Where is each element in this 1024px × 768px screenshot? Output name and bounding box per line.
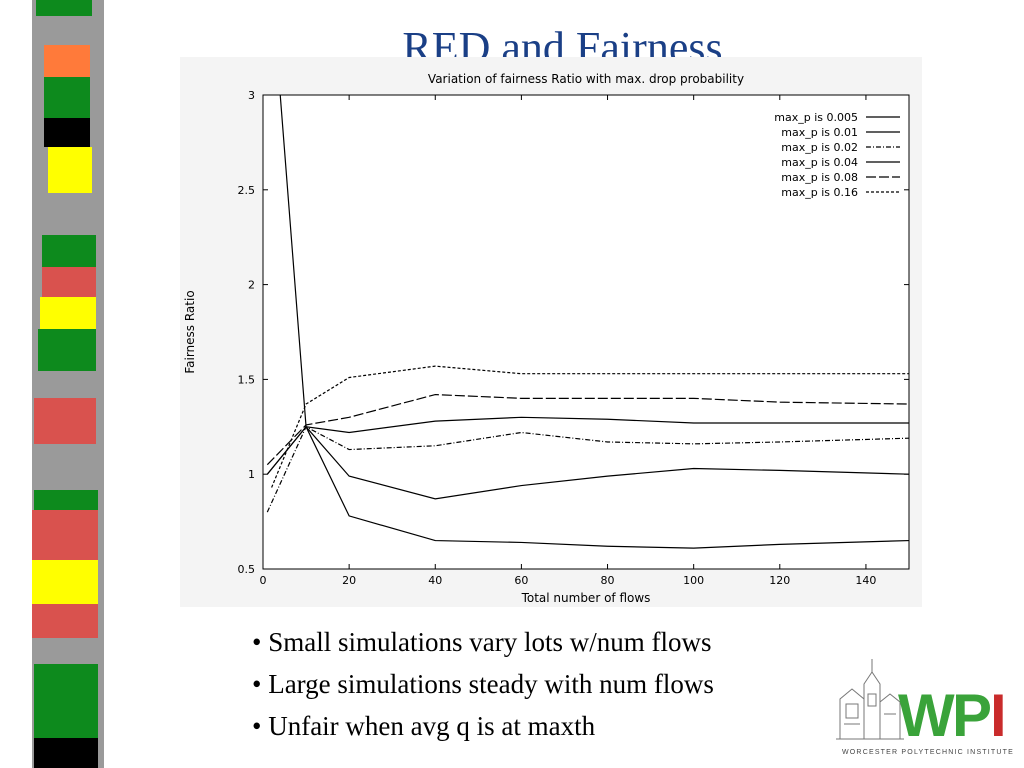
series-line bbox=[266, 393, 910, 466]
legend-label: max_p is 0.01 bbox=[781, 126, 858, 139]
series-line bbox=[266, 416, 909, 475]
bullet-list: Small simulations vary lots w/num flows … bbox=[252, 622, 714, 748]
bullet-item: Large simulations steady with num flows bbox=[252, 664, 714, 706]
series-line bbox=[266, 425, 910, 500]
logo-caption: WORCESTER POLYTECHNIC INSTITUTE bbox=[842, 749, 1014, 756]
building-sketch bbox=[836, 659, 904, 740]
wpi-logo: W P I WORCESTER POLYTECHNIC INSTITUTE bbox=[836, 659, 1014, 756]
x-tick-label: 40 bbox=[428, 574, 442, 587]
wordmark-p: P bbox=[952, 682, 992, 749]
y-tick-label: 2.5 bbox=[238, 184, 256, 197]
chart-title: Variation of fairness Ratio with max. dr… bbox=[428, 72, 744, 86]
x-tick-label: 140 bbox=[855, 574, 876, 587]
legend-label: max_p is 0.005 bbox=[774, 111, 858, 124]
x-axis-label: Total number of flows bbox=[521, 591, 651, 605]
x-tick-label: 0 bbox=[260, 574, 267, 587]
y-tick-label: 1.5 bbox=[238, 373, 256, 386]
series-line bbox=[271, 365, 909, 488]
y-axis-label: Fairness Ratio bbox=[183, 290, 197, 373]
fairness-line-chart: Variation of fairness Ratio with max. dr… bbox=[180, 57, 922, 607]
legend-label: max_p is 0.02 bbox=[781, 141, 858, 154]
y-tick-label: 2 bbox=[248, 279, 255, 292]
plot-area bbox=[262, 94, 910, 570]
wordmark-w: W bbox=[898, 682, 955, 749]
legend-label: max_p is 0.04 bbox=[781, 156, 858, 169]
series-line bbox=[279, 94, 910, 549]
wpi-wordmark: W P I bbox=[898, 682, 1007, 749]
y-tick-label: 0.5 bbox=[238, 563, 256, 576]
bullet-item: Small simulations vary lots w/num flows bbox=[252, 622, 714, 664]
bullet-item: Unfair when avg q is at maxth bbox=[252, 706, 714, 748]
legend-label: max_p is 0.08 bbox=[781, 171, 858, 184]
y-tick-label: 1 bbox=[248, 468, 255, 481]
decorative-stripe bbox=[32, 0, 104, 768]
x-tick-label: 60 bbox=[514, 574, 528, 587]
y-tick-label: 3 bbox=[248, 89, 255, 102]
x-tick-label: 120 bbox=[769, 574, 790, 587]
x-tick-label: 20 bbox=[342, 574, 356, 587]
x-tick-label: 80 bbox=[601, 574, 615, 587]
stripe-blocks bbox=[32, 0, 98, 768]
x-tick-label: 100 bbox=[683, 574, 704, 587]
legend-label: max_p is 0.16 bbox=[781, 186, 858, 199]
wordmark-i: I bbox=[990, 682, 1007, 749]
